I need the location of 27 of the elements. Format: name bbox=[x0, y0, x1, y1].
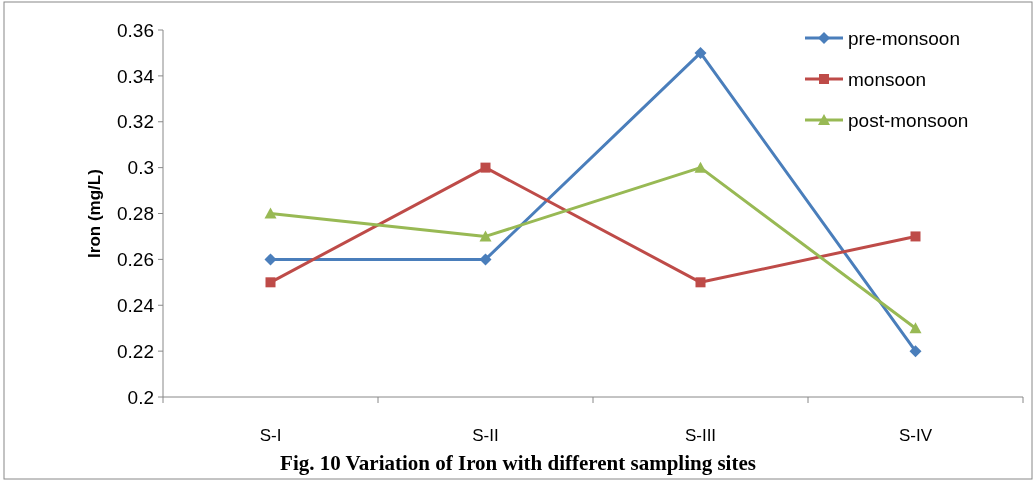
point bbox=[910, 231, 921, 242]
legend-label: monsoon bbox=[848, 68, 927, 90]
point bbox=[694, 46, 707, 59]
y-tick-label: 0.34 bbox=[117, 65, 155, 87]
point bbox=[479, 230, 492, 242]
x-tick-label: S-I bbox=[259, 426, 282, 445]
y-tick-label: 0.3 bbox=[127, 157, 154, 179]
point bbox=[909, 322, 922, 334]
x-tick-label: S-II bbox=[472, 426, 499, 445]
y-axis-title: Iron (mg/L) bbox=[85, 169, 104, 258]
legend-label: post-monsoon bbox=[848, 109, 969, 131]
point bbox=[265, 277, 276, 288]
y-tick-label: 0.22 bbox=[117, 340, 154, 362]
point bbox=[695, 277, 706, 288]
y-tick-label: 0.26 bbox=[117, 249, 154, 271]
x-tick-label: S-III bbox=[684, 426, 717, 445]
y-tick-label: 0.24 bbox=[117, 294, 155, 316]
legend-label: pre-monsoon bbox=[848, 27, 960, 49]
text: Fig. 10 Variation of Iron with different sampling sites bbox=[280, 451, 756, 475]
x-tick-label: S-IV bbox=[898, 426, 933, 445]
y-tick-label: 0.2 bbox=[127, 386, 154, 408]
y-tick-label: 0.32 bbox=[117, 111, 154, 133]
y-tick-label: 0.36 bbox=[117, 19, 154, 41]
point bbox=[480, 162, 491, 173]
y-tick-label: 0.28 bbox=[117, 203, 154, 225]
point bbox=[909, 345, 922, 358]
point bbox=[264, 207, 277, 219]
